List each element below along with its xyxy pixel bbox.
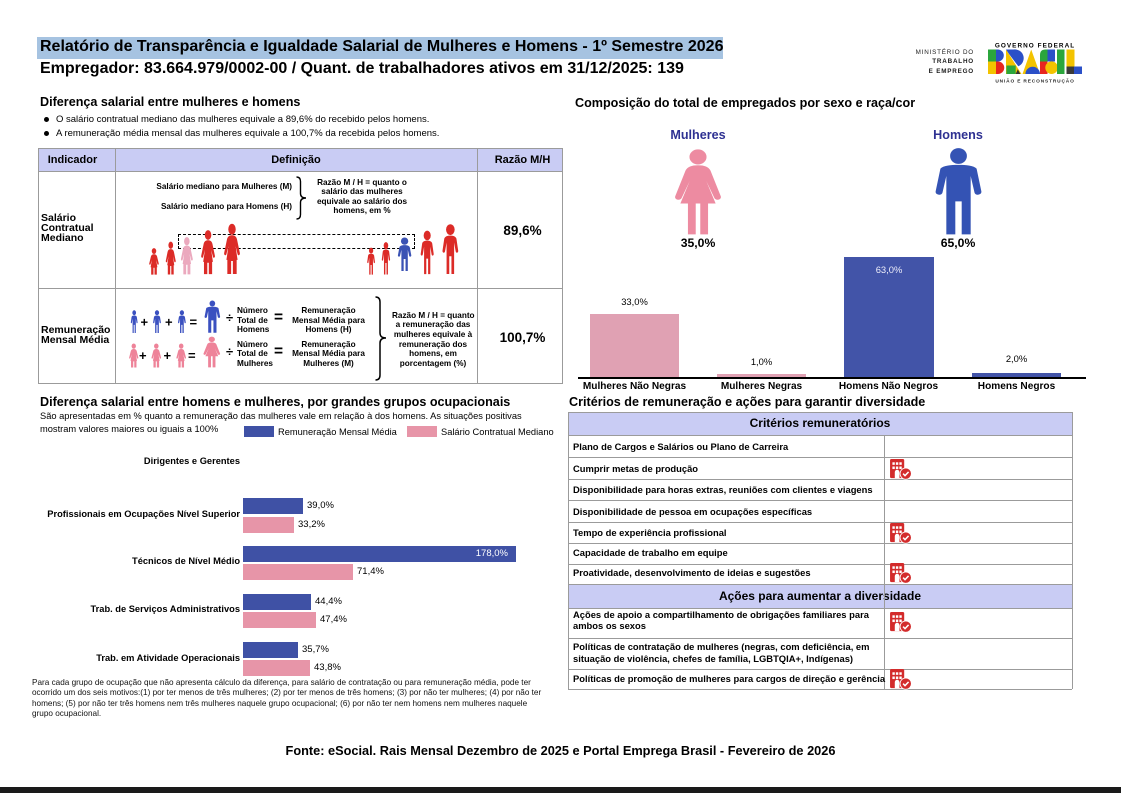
svg-text:GOVERNO FEDERAL: GOVERNO FEDERAL <box>995 43 1075 50</box>
svg-text:÷: ÷ <box>226 310 233 325</box>
svg-text:=: = <box>188 348 196 363</box>
svg-text:÷: ÷ <box>226 344 233 359</box>
svg-text:+: + <box>141 315 149 330</box>
svg-text:+: + <box>165 315 173 330</box>
svg-text:+: + <box>139 348 147 363</box>
svg-text:UNIÃO E RECONSTRUÇÃO: UNIÃO E RECONSTRUÇÃO <box>995 78 1074 85</box>
svg-text:+: + <box>164 348 172 363</box>
svg-text:=: = <box>190 315 198 330</box>
